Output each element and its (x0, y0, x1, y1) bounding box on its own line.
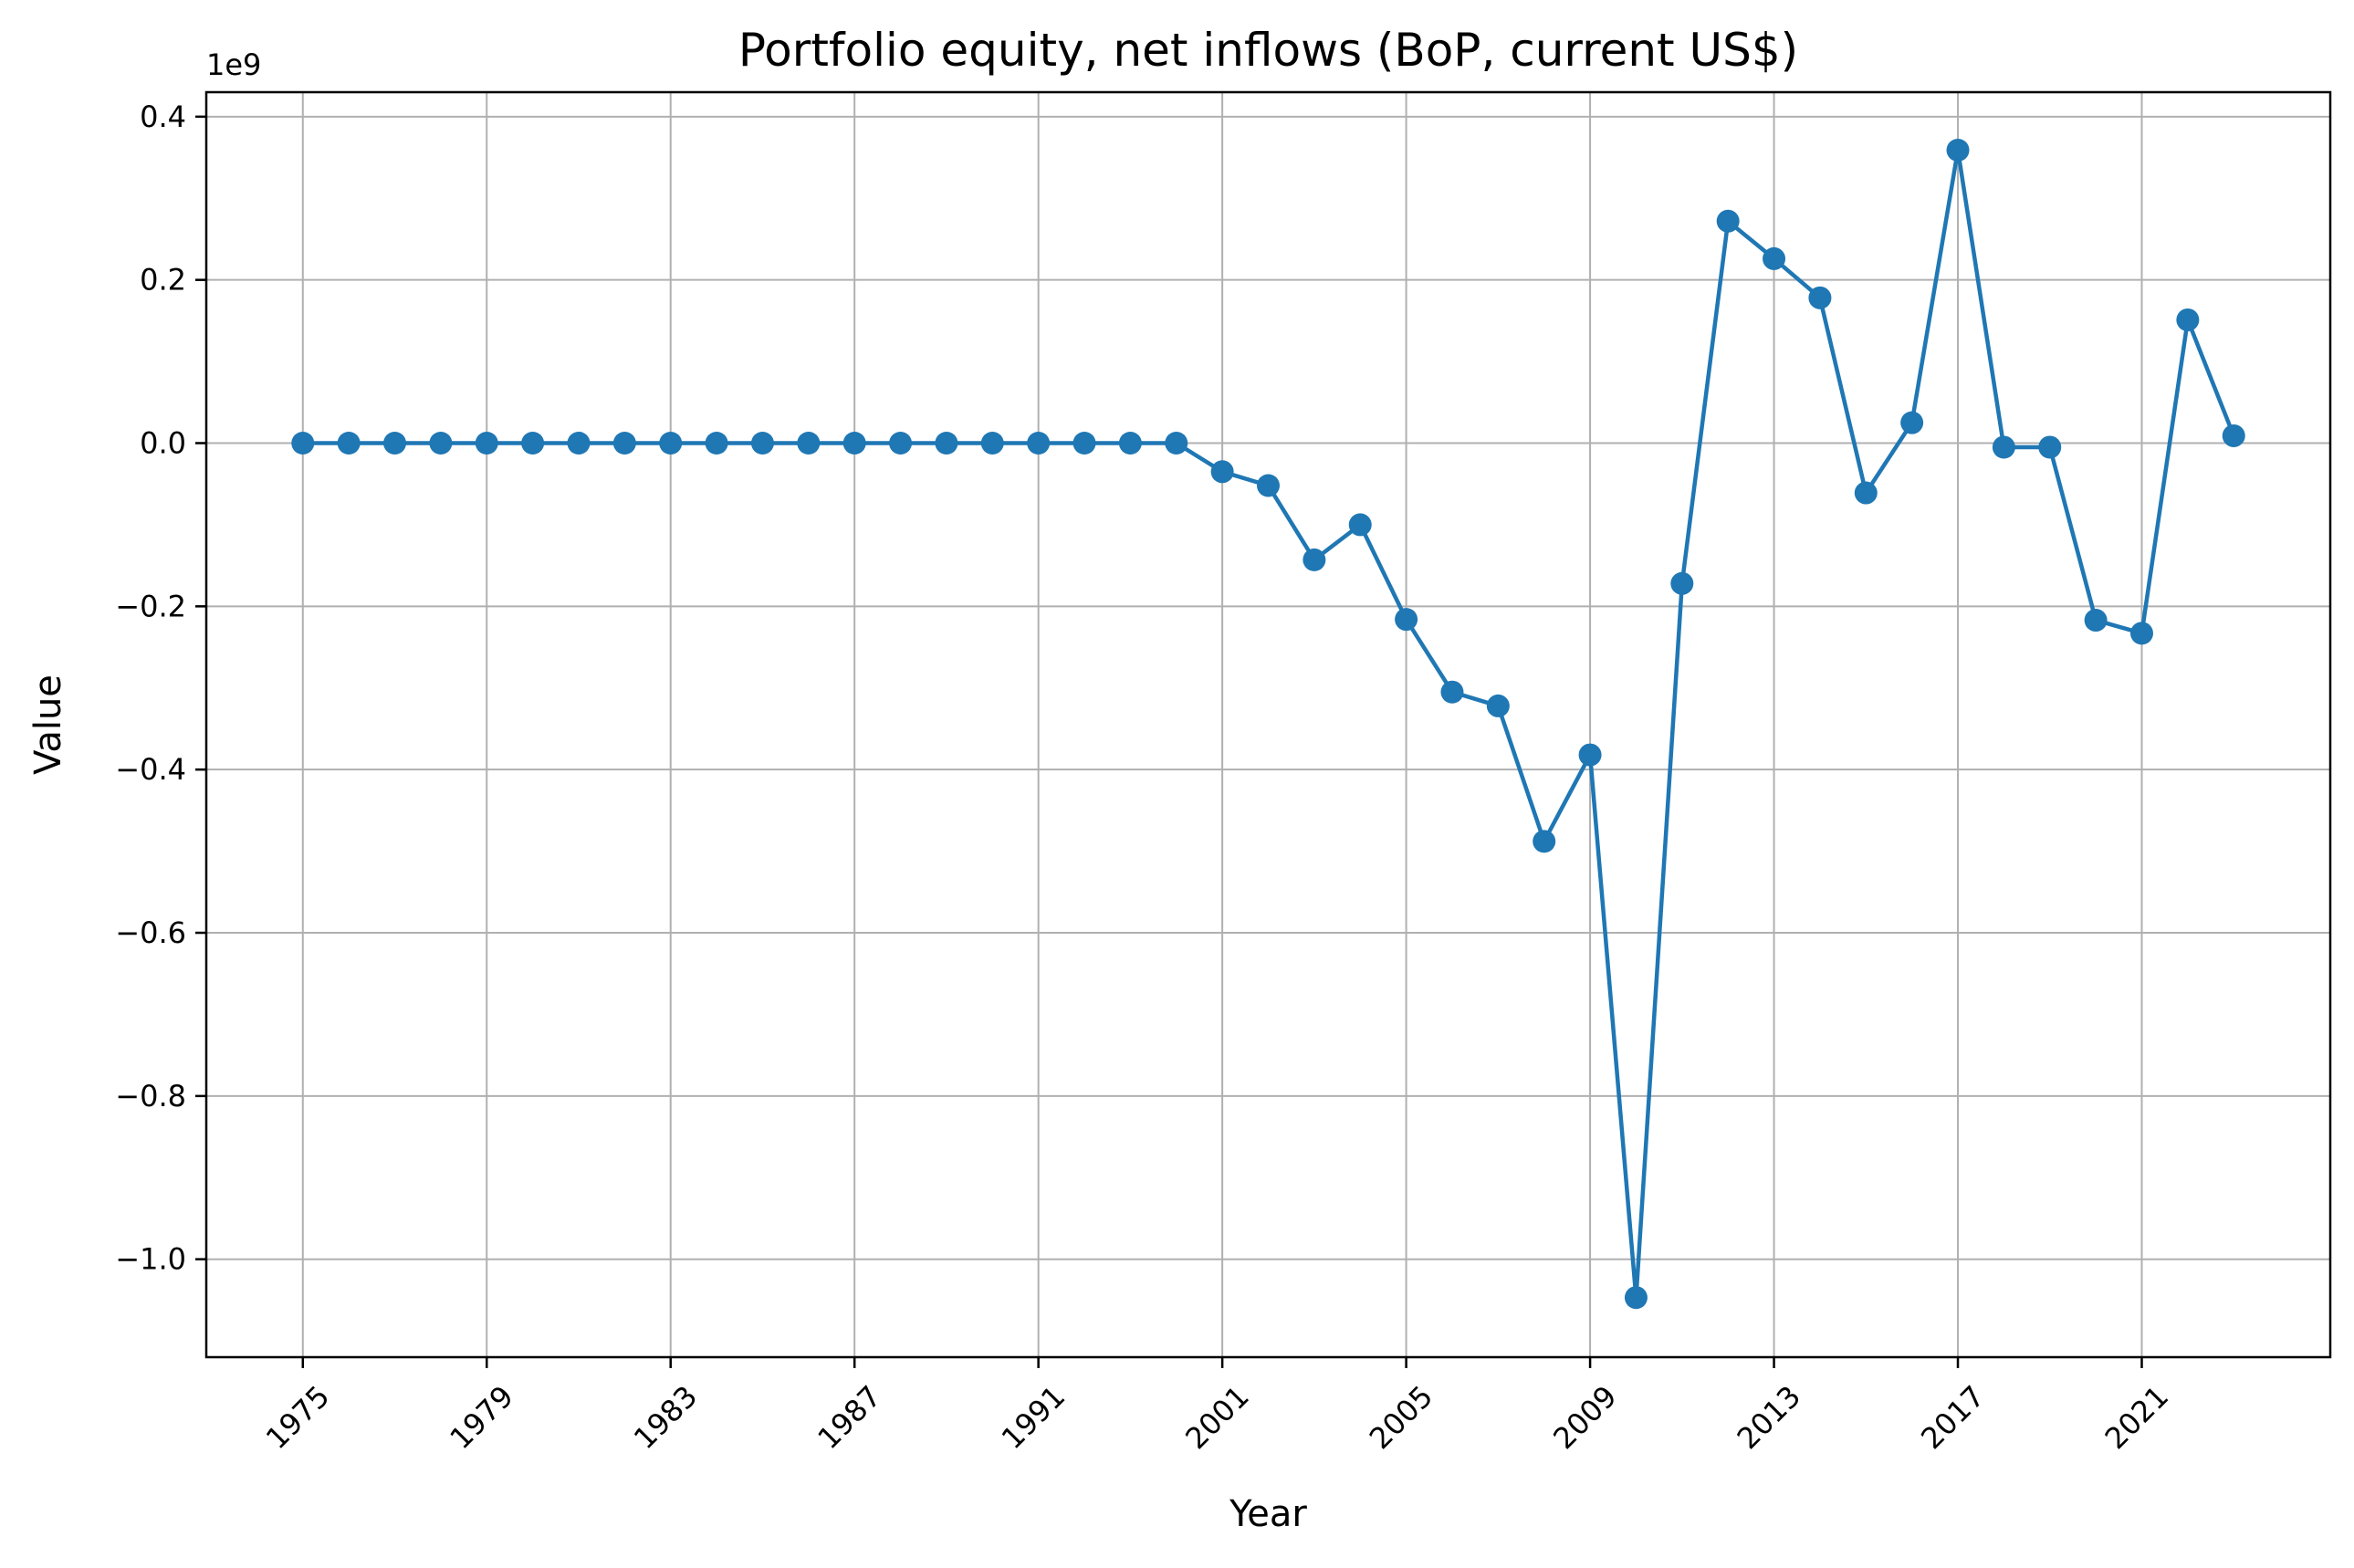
y-tick-label: −0.4 (115, 752, 186, 787)
data-point (750, 432, 774, 455)
data-point (1716, 209, 1740, 233)
plot-frame (204, 90, 2332, 1359)
y-tick-label: 0.4 (140, 99, 186, 134)
data-point (980, 432, 1004, 455)
data-point (1992, 435, 2015, 459)
y-tick-label: −1.0 (115, 1242, 186, 1277)
data-point (797, 432, 821, 455)
data-point (1808, 286, 1832, 309)
data-point (705, 432, 728, 455)
y-tick-label: 0.0 (140, 426, 186, 461)
data-point (475, 432, 498, 455)
data-point (612, 432, 636, 455)
data-point (2038, 435, 2062, 459)
data-point (1303, 548, 1326, 571)
y-axis-offset-label: 1e9 (206, 47, 261, 82)
data-point (1946, 138, 1970, 162)
data-point (1165, 432, 1188, 455)
data-point (659, 432, 683, 455)
data-point (1578, 743, 1602, 767)
data-point (1395, 608, 1418, 632)
y-tick-label: −0.6 (115, 915, 186, 950)
data-point (337, 432, 361, 455)
data-point (889, 432, 913, 455)
data-point (1210, 460, 1234, 484)
data-point (383, 432, 407, 455)
data-point (1670, 571, 1694, 595)
data-point (567, 432, 591, 455)
y-tick-label: −0.2 (115, 589, 186, 623)
data-point (1900, 411, 1924, 434)
data-point (1348, 513, 1372, 537)
chart-title: Portfolio equity, net inflows (BoP, curr… (738, 24, 1798, 77)
data-point (521, 432, 545, 455)
data-point (1118, 432, 1142, 455)
data-point (1440, 680, 1464, 704)
data-point (2176, 308, 2200, 331)
data-point (429, 432, 453, 455)
data-point (2222, 423, 2245, 447)
x-axis-label: Year (1229, 1493, 1307, 1535)
data-point (1624, 1286, 1648, 1310)
data-point (1072, 432, 1096, 455)
y-axis-label: Value (27, 674, 69, 775)
series-layer (291, 138, 2245, 1310)
data-point (1854, 481, 1878, 505)
data-point (2084, 609, 2108, 632)
data-point (842, 432, 866, 455)
grid (206, 92, 2330, 1357)
axes-frame (204, 90, 2332, 1359)
data-point (1027, 432, 1051, 455)
data-point (291, 432, 315, 455)
data-point (1763, 246, 1786, 270)
data-point (1257, 474, 1280, 497)
y-tick-label: 0.2 (140, 263, 186, 298)
data-point (2129, 622, 2153, 645)
data-point (935, 432, 958, 455)
data-point (1486, 694, 1510, 717)
y-tick-label: −0.8 (115, 1079, 186, 1113)
data-point (1533, 830, 1556, 853)
